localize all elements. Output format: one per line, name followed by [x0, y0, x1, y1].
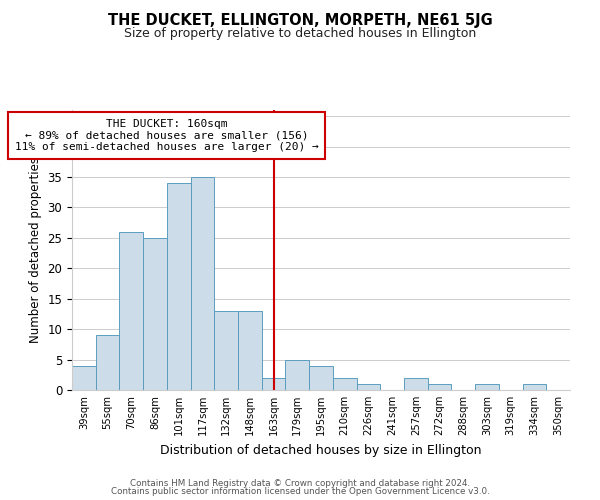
Bar [143, 238, 167, 390]
Text: THE DUCKET: 160sqm
← 89% of detached houses are smaller (156)
11% of semi-detach: THE DUCKET: 160sqm ← 89% of detached hou… [15, 119, 319, 152]
Bar [119, 232, 143, 390]
Bar [96, 335, 119, 390]
Bar [309, 366, 333, 390]
Bar [333, 378, 356, 390]
Text: Contains public sector information licensed under the Open Government Licence v3: Contains public sector information licen… [110, 487, 490, 496]
Bar [356, 384, 380, 390]
Text: THE DUCKET, ELLINGTON, MORPETH, NE61 5JG: THE DUCKET, ELLINGTON, MORPETH, NE61 5JG [107, 12, 493, 28]
Y-axis label: Number of detached properties: Number of detached properties [29, 157, 42, 343]
X-axis label: Distribution of detached houses by size in Ellington: Distribution of detached houses by size … [160, 444, 482, 456]
Bar [72, 366, 96, 390]
Text: Size of property relative to detached houses in Ellington: Size of property relative to detached ho… [124, 28, 476, 40]
Bar [238, 311, 262, 390]
Text: Contains HM Land Registry data © Crown copyright and database right 2024.: Contains HM Land Registry data © Crown c… [130, 478, 470, 488]
Bar [404, 378, 428, 390]
Bar [428, 384, 451, 390]
Bar [286, 360, 309, 390]
Bar [523, 384, 546, 390]
Bar [214, 311, 238, 390]
Bar [475, 384, 499, 390]
Bar [262, 378, 286, 390]
Bar [167, 183, 191, 390]
Bar [191, 177, 214, 390]
